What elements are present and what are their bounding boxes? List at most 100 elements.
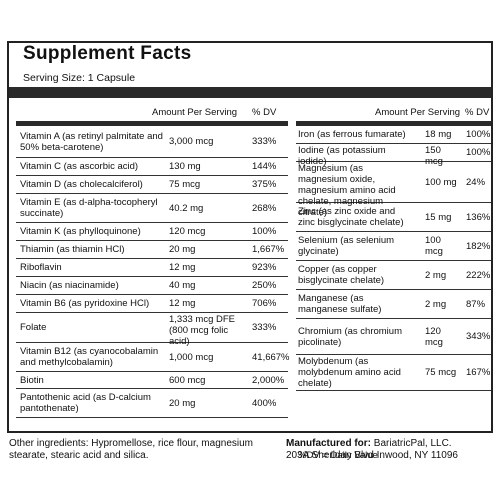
nutrient-amount: 40.2 mg <box>169 202 204 214</box>
nutrient-dv: 2,000% <box>252 374 285 386</box>
nutrient-dv: 268% <box>252 202 277 214</box>
amount-header: Amount Per Serving <box>375 107 461 118</box>
header-divider <box>296 121 491 126</box>
nutrient-dv: 343% <box>466 331 491 342</box>
manufacturer-address: 203A Sheridan Blvd Inwood, NY 11096 <box>286 450 458 461</box>
nutrient-dv: 250% <box>252 280 277 291</box>
nutrient-name: Selenium (as selenium glycinate) <box>298 235 395 257</box>
nutrient-dv: 100% <box>466 147 491 158</box>
nutrient-name: Folate <box>20 322 47 333</box>
nutrient-name: Vitamin D (as cholecalciferol) <box>20 179 143 190</box>
nutrient-dv: 400% <box>252 397 277 409</box>
nutrient-dv: 333% <box>252 136 277 147</box>
nutrient-dv: 24% <box>466 176 486 188</box>
nutrient-amount: 120 mcg <box>425 325 443 348</box>
right-nutrient-row: Iodine (as potassium iodide) 150 mcg 100% <box>296 144 491 167</box>
left-nutrient-row: Vitamin K (as phylloquinone) 120 mcg 100% <box>16 223 288 241</box>
nutrient-dv: 144% <box>252 161 277 172</box>
nutrient-name: Niacin (as niacinamide) <box>20 280 119 291</box>
left-nutrient-row: Vitamin C (as ascorbic acid) 130 mg 144% <box>16 158 288 176</box>
dv-header: % DV <box>252 107 277 118</box>
nutrient-amount: 75 mcg <box>425 367 457 378</box>
left-nutrient-row: Vitamin B12 (as cyanocobalamin and methy… <box>16 343 290 372</box>
nutrient-amount: 120 mcg <box>169 226 206 237</box>
nutrient-amount: 18 mg <box>425 129 452 140</box>
nutrient-amount: 3,000 mcg <box>169 136 214 147</box>
left-nutrient-row: Pantothenic acid (as D-calcium pantothen… <box>16 389 288 418</box>
right-nutrient-row: Iron (as ferrous fumarate) 18 mg 100% <box>296 126 491 144</box>
nutrient-name: Vitamin B6 (as pyridoxine HCl) <box>20 298 150 309</box>
right-column: Amount Per Serving % DV Iron (as ferrous… <box>296 104 491 461</box>
header-divider <box>16 121 288 126</box>
nutrient-name: Thiamin (as thiamin HCl) <box>20 244 125 255</box>
right-nutrient-row: Selenium (as selenium glycinate) 100 mcg 1… <box>296 232 491 261</box>
left-nutrient-row: Vitamin A (as retinyl palmitate and 50% … <box>16 126 288 158</box>
right-nutrient-row: Magnesium (as magnesium oxide, magnesium… <box>296 162 491 218</box>
nutrient-amount: 20 mg <box>169 244 196 255</box>
nutrient-dv: 375% <box>252 179 277 190</box>
left-nutrient-row: Vitamin B6 (as pyridoxine HCl) 12 mg 706% <box>16 295 288 313</box>
nutrient-dv: 167% <box>466 367 491 378</box>
nutrient-amount: 130 mg <box>169 161 201 172</box>
nutrient-dv: 706% <box>252 298 277 309</box>
nutrient-name: Vitamin C (as ascorbic acid) <box>20 161 139 172</box>
serving-size: Serving Size: 1 Capsule <box>23 72 136 84</box>
nutrient-dv: 333% <box>252 322 277 333</box>
nutrient-name: Iodine (as potassium iodide) <box>298 145 386 167</box>
panel-title: Supplement Facts <box>23 43 192 64</box>
left-nutrient-row: Thiamin (as thiamin HCl) 20 mg 1,667% <box>16 241 288 259</box>
right-nutrient-row: Chromium (as chromium picolinate) 120 mcg… <box>296 319 491 355</box>
nutrient-dv: 222% <box>466 269 491 281</box>
left-nutrient-row: Biotin 600 mcg 2,000% <box>16 372 288 389</box>
left-nutrient-row: Folate 1,333 mcg DFE (800 mcg folic acid)… <box>16 313 288 347</box>
nutrient-amount: 12 mg <box>169 262 196 273</box>
nutrient-name: Magnesium (as magnesium oxide, magnesium… <box>298 163 396 218</box>
nutrient-amount: 2 mg <box>425 269 447 281</box>
nutrient-amount: 2 mg <box>425 298 447 310</box>
nutrient-name: Vitamin A (as retinyl palmitate and 50% … <box>20 130 163 153</box>
nutrient-amount: 600 mcg <box>169 374 206 386</box>
amount-header: Amount Per Serving <box>152 107 238 118</box>
nutrient-name: Iron (as ferrous fumarate) <box>298 129 406 140</box>
right-nutrient-row: Manganese (as manganese sulfate) 2 mg 87% <box>296 290 491 319</box>
nutrient-name: Molybdenum (as molybdenum amino acid che… <box>298 356 401 389</box>
nutrient-amount: 100 mg <box>425 176 457 188</box>
nutrient-name: Copper (as copper bisglycinate chelate) <box>298 264 385 286</box>
nutrient-name: Chromium (as chromium picolinate) <box>298 325 402 348</box>
nutrient-amount: 20 mg <box>169 397 196 409</box>
manufacturer-label: Manufactured for: <box>286 438 371 449</box>
nutrient-amount: 1,000 mcg <box>169 351 214 363</box>
nutrient-name: Vitamin B12 (as cyanocobalamin and methy… <box>20 346 159 368</box>
nutrient-dv: 1,667% <box>252 244 285 255</box>
right-nutrient-row: Copper (as copper bisglycinate chelate) 2… <box>296 261 491 290</box>
nutrient-name: Vitamin K (as phylloquinone) <box>20 226 141 237</box>
dv-header: % DV <box>465 107 490 118</box>
nutrient-amount: 100 mcg <box>425 235 443 257</box>
nutrient-name: Pantothenic acid (as D-calcium pantothen… <box>20 392 151 414</box>
nutrient-dv: 100% <box>466 129 491 140</box>
right-nutrient-row: Molybdenum (as molybdenum amino acid che… <box>296 355 491 391</box>
left-nutrient-row: Niacin (as niacinamide) 40 mg 250% <box>16 277 288 295</box>
nutrient-amount: 15 mg <box>425 211 452 223</box>
other-ingredients: Other ingredients: Hypromellose, rice fl… <box>9 438 253 461</box>
right-header: Amount Per Serving % DV <box>296 104 491 121</box>
left-nutrient-row: Vitamin D (as cholecalciferol) 75 mcg 375% <box>16 176 288 194</box>
nutrient-dv: 923% <box>252 262 277 273</box>
supplement-facts-panel: Supplement Facts Serving Size: 1 Capsule… <box>7 41 493 461</box>
nutrient-dv: 87% <box>466 298 486 310</box>
nutrient-dv: 182% <box>466 240 491 252</box>
left-nutrient-row: Riboflavin 12 mg 923% <box>16 259 288 277</box>
thick-divider <box>9 87 491 98</box>
left-column: Amount Per Serving % DV Vitamin A (as re… <box>16 104 290 418</box>
nutrient-amount: 1,333 mcg DFE (800 mcg folic acid) <box>169 314 235 347</box>
left-header: Amount Per Serving % DV <box>16 104 288 121</box>
right-nutrient-row: Zinc (as zinc oxide and zinc bisglycinat… <box>296 203 491 232</box>
manufacturer-info: Manufactured for: BariatricPal, LLC. 203… <box>286 438 496 462</box>
nutrient-amount: 12 mg <box>169 298 196 309</box>
nutrient-amount: 40 mg <box>169 280 196 291</box>
nutrient-name: Zinc (as zinc oxide and zinc bisglycinat… <box>298 206 404 228</box>
nutrient-name: Biotin <box>20 374 44 386</box>
nutrient-name: Manganese (as manganese sulfate) <box>298 293 382 315</box>
nutrient-name: Vitamin E (as d-alpha-tocopheryl succina… <box>20 197 158 219</box>
nutrient-dv: 136% <box>466 211 491 223</box>
